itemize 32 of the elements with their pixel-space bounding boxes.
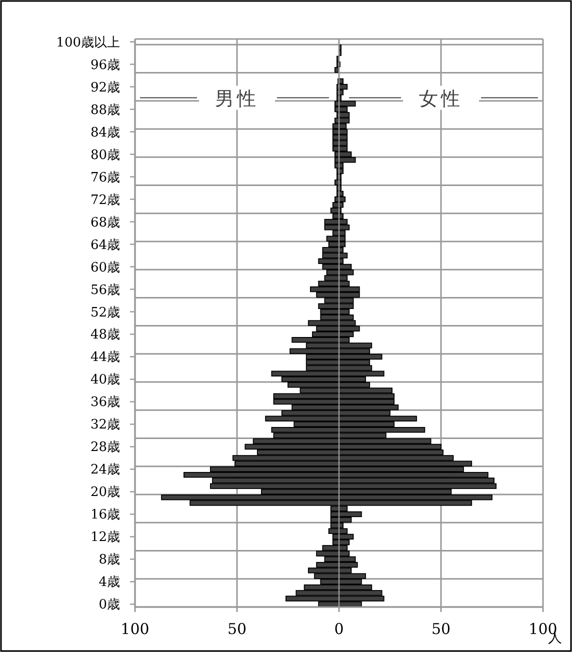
y-tick-label: 20歳 [90, 485, 120, 500]
y-tick-label: 88歳 [90, 102, 120, 118]
x-tick-label: 50 [227, 620, 247, 638]
x-tick-label: 0 [334, 620, 344, 638]
y-tick-label: 92歳 [90, 80, 120, 96]
y-tick-label: 4歳 [98, 575, 120, 590]
y-tick-label: 68歳 [90, 215, 120, 230]
legend-label: 男性 [215, 88, 259, 110]
x-tick-label: 100 [120, 620, 150, 638]
y-tick-label: 52歳 [90, 305, 120, 320]
legend-label: 女性 [419, 88, 463, 110]
x-tick-label: 50 [431, 620, 451, 638]
y-tick-label: 96歳 [90, 58, 120, 73]
y-tick-label: 8歳 [98, 552, 120, 568]
y-tick-label: 76歳 [90, 170, 120, 186]
y-tick-label: 80歳 [90, 148, 120, 163]
y-tick-label: 56歳 [90, 282, 120, 298]
y-tick-label: 36歳 [90, 395, 120, 410]
y-tick-label: 24歳 [90, 462, 120, 478]
y-tick-label: 12歳 [90, 530, 120, 546]
y-tick-label: 48歳 [90, 328, 120, 343]
y-tick-label: 0歳 [98, 598, 120, 613]
y-tick-label: 40歳 [90, 372, 120, 388]
y-tick-label: 32歳 [90, 418, 120, 433]
y-tick-label: 84歳 [90, 125, 120, 140]
y-tick-label: 72歳 [90, 192, 120, 208]
y-tick-label: 60歳 [90, 260, 120, 276]
y-tick-label: 100歳以上 [56, 35, 120, 50]
y-tick-label: 28歳 [90, 440, 120, 456]
y-tick-label: 44歳 [90, 350, 120, 366]
y-tick-label: 64歳 [90, 238, 120, 253]
y-tick-label: 16歳 [90, 508, 120, 523]
